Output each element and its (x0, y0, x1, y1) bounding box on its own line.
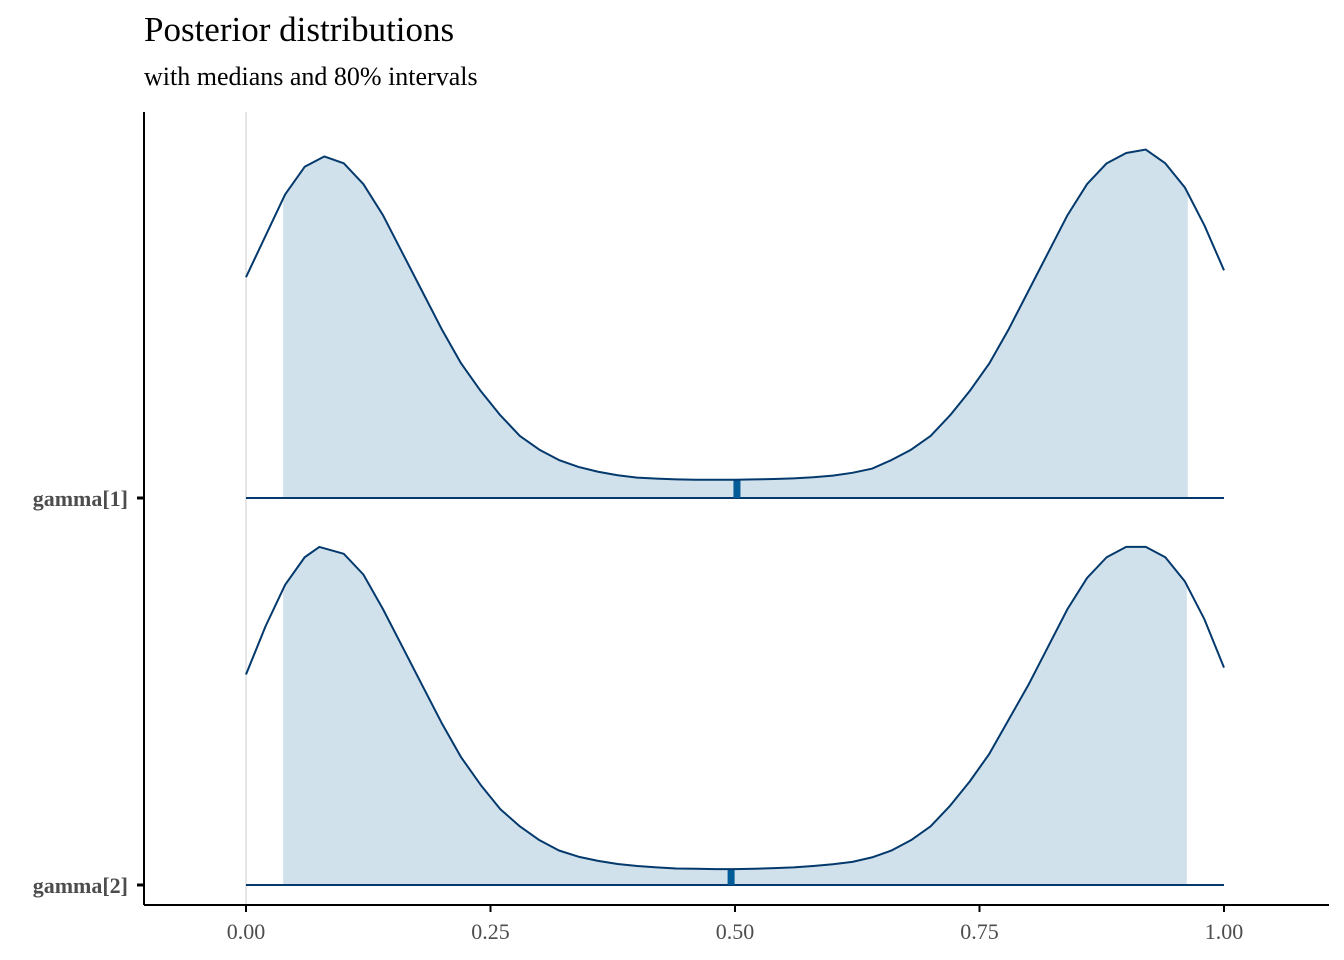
x-tick-label: 1.00 (1205, 919, 1244, 944)
x-tick-label: 0.50 (716, 919, 755, 944)
x-tick-label: 0.25 (471, 919, 510, 944)
y-tick-label: gamma[2] (33, 873, 128, 898)
x-tick-label: 0.00 (227, 919, 266, 944)
density-series-layer (245, 148, 1225, 886)
density-curve (245, 148, 1225, 481)
interval-80-area (283, 149, 1188, 499)
y-tick-label: gamma[1] (33, 486, 128, 511)
x-tick-label: 0.75 (960, 919, 999, 944)
axes-layer: gamma[1] gamma[2] 0.00 0.25 0.50 0.75 1.00 (33, 112, 1329, 944)
chart-title: Posterior distributions (144, 10, 455, 49)
interval-80-area (283, 546, 1187, 885)
series-gamma[1] (245, 148, 1225, 499)
density-curve (245, 545, 1225, 871)
series-gamma[2] (245, 545, 1225, 886)
chart-subtitle: with medians and 80% intervals (144, 62, 478, 91)
